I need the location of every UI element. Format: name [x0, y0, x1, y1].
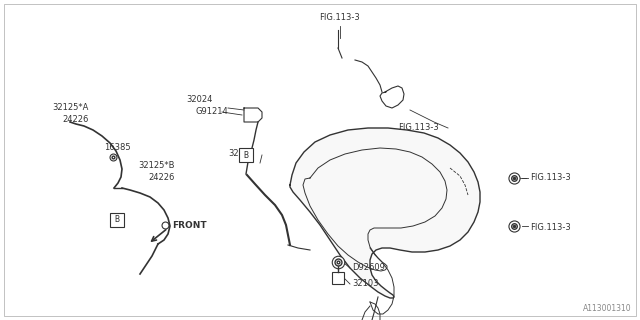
Text: FIG.113-3: FIG.113-3: [398, 123, 439, 132]
Text: B: B: [243, 150, 248, 159]
Text: FIG.113-3: FIG.113-3: [530, 222, 571, 231]
Text: A113001310: A113001310: [584, 304, 632, 313]
Bar: [332, 272, 344, 284]
Text: 24226: 24226: [148, 172, 174, 181]
Text: 24226: 24226: [62, 115, 88, 124]
Text: 32103: 32103: [352, 278, 378, 287]
Text: FRONT: FRONT: [172, 220, 207, 229]
Text: 32029: 32029: [228, 149, 254, 158]
Bar: [110, 213, 124, 227]
Text: FIG.113-3: FIG.113-3: [319, 13, 360, 22]
Text: 32024: 32024: [186, 94, 212, 103]
Bar: [239, 148, 253, 162]
Text: G91214: G91214: [195, 107, 228, 116]
Text: 32125*A: 32125*A: [52, 102, 88, 111]
Text: 16385: 16385: [104, 142, 131, 151]
Text: FIG.113-3: FIG.113-3: [530, 172, 571, 181]
Text: B: B: [115, 215, 120, 225]
Text: 32125*B: 32125*B: [138, 161, 175, 170]
Polygon shape: [290, 128, 480, 298]
Text: D92609: D92609: [352, 262, 385, 271]
